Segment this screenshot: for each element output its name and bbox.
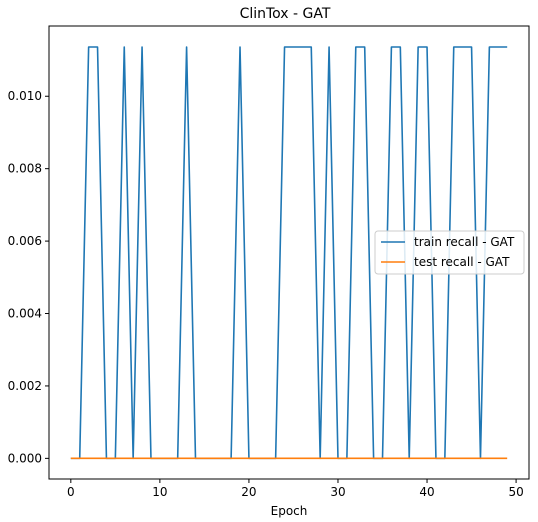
legend-box — [374, 230, 525, 275]
x-tick-label: 50 — [508, 485, 523, 499]
y-tick-label: 0.010 — [8, 89, 42, 103]
y-axis-ticks: 0.000 0.002 0.004 0.006 0.008 0.010 — [8, 89, 49, 465]
x-axis-ticks: 0 10 20 30 40 50 — [67, 479, 524, 499]
legend: train recall - GAT test recall - GAT — [374, 230, 525, 275]
legend-label-train: train recall - GAT — [414, 235, 515, 249]
legend-label-test: test recall - GAT — [414, 255, 510, 269]
y-tick-label: 0.000 — [8, 451, 42, 465]
y-tick-label: 0.006 — [8, 234, 42, 248]
x-tick-label: 40 — [419, 485, 434, 499]
plot-frame — [48, 25, 530, 480]
x-tick-label: 10 — [152, 485, 167, 499]
x-tick-label: 20 — [241, 485, 256, 499]
x-tick-label: 30 — [330, 485, 345, 499]
y-tick-label: 0.008 — [8, 162, 42, 176]
x-tick-label: 0 — [67, 485, 75, 499]
y-tick-label: 0.004 — [8, 307, 42, 321]
chart-title: ClinTox - GAT — [240, 6, 331, 22]
series-layer — [70, 46, 508, 460]
x-axis-label: Epoch — [271, 504, 308, 518]
plot-area — [48, 25, 530, 480]
y-tick-label: 0.002 — [8, 379, 42, 393]
series-line-train-recall — [70, 46, 508, 460]
